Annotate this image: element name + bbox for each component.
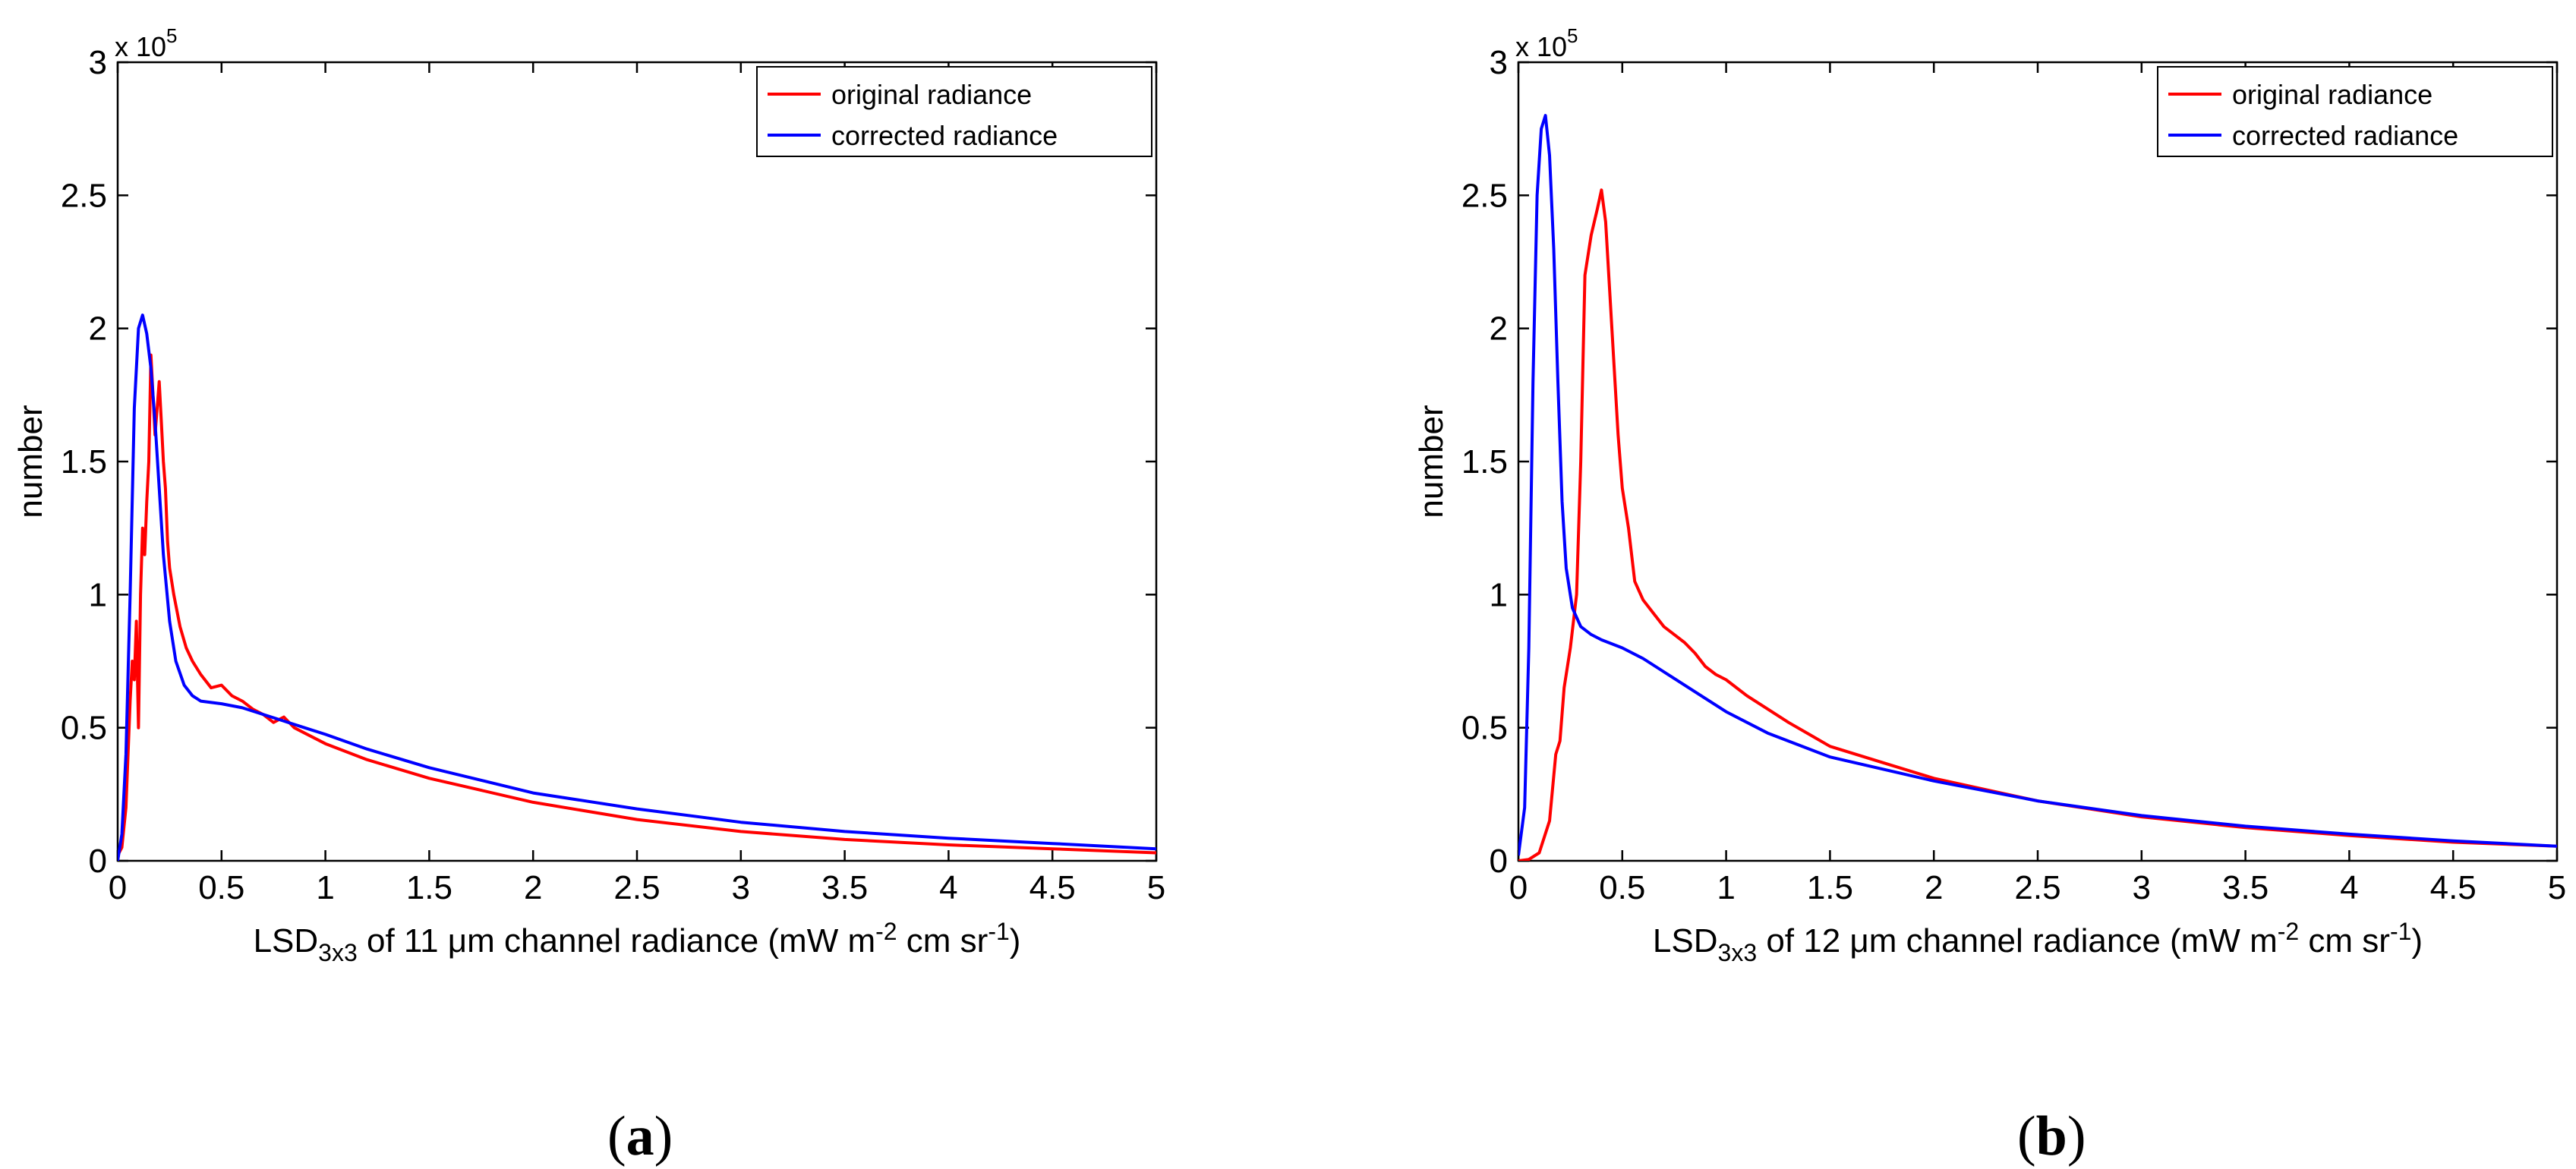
plot-frame (116, 61, 1158, 862)
x-label-part: LSD (1653, 922, 1718, 959)
x-tick-label: 2 (524, 869, 542, 906)
x-label-part: cm sr (897, 922, 988, 959)
x-tick-label: 2 (1925, 869, 1943, 906)
x-label-superscript: -2 (2278, 918, 2299, 945)
x-tick-label: 1 (316, 869, 334, 906)
x-tick-label: 5 (1147, 869, 1165, 906)
x-label-superscript: -1 (2390, 918, 2411, 945)
y-exponent-power: 5 (1567, 24, 1578, 47)
y-tick-label: 0 (1490, 843, 1508, 880)
legend-box (2157, 66, 2553, 157)
y-tick-label: 1.5 (1461, 443, 1508, 481)
x-label-part: of 11 (358, 922, 448, 959)
panel-a-caption: (a) (607, 1105, 673, 1167)
x-label-part: ) (1010, 922, 1021, 959)
y-axis-label: number (12, 405, 49, 518)
series-line-corrected-radiance (1518, 114, 2557, 856)
y-tick-label: 0.5 (1461, 710, 1508, 747)
y-tick-label: 2.5 (1461, 177, 1508, 214)
x-tick-label: 3.5 (2222, 869, 2269, 906)
y-exponent-label: x 105 (115, 24, 178, 62)
x-tick-label: 3 (2133, 869, 2151, 906)
y-exponent-power: 5 (166, 24, 177, 47)
panel-b-caption: (b) (2017, 1105, 2086, 1167)
x-tick-label: 4 (939, 869, 957, 906)
x-tick-label: 1.5 (406, 869, 452, 906)
y-tick-label: 0 (89, 843, 107, 880)
y-tick-label: 0.5 (61, 710, 107, 747)
y-tick-label: 2 (89, 310, 107, 348)
x-label-mu: μ (448, 922, 467, 959)
x-tick-label: 3.5 (821, 869, 868, 906)
panel-b-caption-letter: b (2035, 1105, 2067, 1167)
x-tick-label: 1 (1717, 869, 1735, 906)
y-exponent-base: x 10 (1515, 31, 1567, 62)
x-tick-label: 2.5 (613, 869, 660, 906)
y-tick-label: 3 (1490, 44, 1508, 81)
x-axis-label: LSD3x3 of 12 μm channel radiance (mW m-2… (1653, 918, 2423, 966)
x-label-part: m channel radiance (mW m (467, 922, 875, 959)
chart-panel-b: 0 0.5 1 1.5 2 2.5 3 3.5 4 4.5 5 0 0.5 1 1.5 2 2.5 3 x 105 n… (1401, 0, 2576, 1167)
chart-panel-a: 0 0.5 1 1.5 2 2.5 3 3.5 4 4.5 5 0 0.5 1 1.5 2 2.5 3 x 105 n… (0, 0, 1291, 1167)
y-exponent-label: x 105 (1515, 24, 1578, 62)
x-tick-label: 0 (1509, 869, 1528, 906)
legend-box (756, 66, 1152, 157)
x-label-part: cm sr (2299, 922, 2390, 959)
y-tick-label: 1 (1490, 576, 1508, 613)
x-tick-label: 2.5 (2014, 869, 2060, 906)
y-exponent-base: x 10 (115, 31, 166, 62)
x-label-superscript: -2 (875, 918, 897, 945)
x-tick-label: 0.5 (198, 869, 244, 906)
x-tick-label: 0 (109, 869, 127, 906)
x-label-superscript: -1 (988, 918, 1009, 945)
plot-frame (1517, 61, 2559, 862)
y-tick-label: 1 (89, 576, 107, 613)
legend-entry: corrected radiance (2232, 120, 2458, 151)
panel-a-caption-letter: a (626, 1105, 654, 1167)
legend-entry: original radiance (831, 79, 1032, 110)
series-line-original-radiance (118, 353, 1156, 856)
x-label-subscript: 3x3 (318, 939, 358, 966)
legend-entry: corrected radiance (831, 120, 1058, 151)
series-line-original-radiance (1518, 188, 2557, 861)
x-tick-label: 1.5 (1807, 869, 1853, 906)
x-tick-label: 4.5 (2430, 869, 2477, 906)
y-tick-label: 2.5 (61, 177, 107, 214)
x-label-part: m channel radiance (mW m (1869, 922, 2278, 959)
chart-a-svg: 0 0.5 1 1.5 2 2.5 3 3.5 4 4.5 500.511.522.53 x 105n… (12, 24, 1165, 966)
x-tick-label: 3 (732, 869, 750, 906)
chart-b-svg: 0 0.5 1 1.5 2 2.5 3 3.5 4 4.5 500.511.522.53 x 105n… (1413, 24, 2566, 966)
x-label-mu: μ (1849, 922, 1868, 959)
x-label-part: ) (2411, 922, 2423, 959)
y-tick-label: 2 (1490, 310, 1508, 348)
x-label-part: LSD (254, 922, 319, 959)
x-axis-label: LSD3x3 of 11 μm channel radiance (mW m-2… (254, 918, 1021, 966)
x-label-part: of 12 (1757, 922, 1849, 959)
x-tick-label: 4 (2340, 869, 2358, 906)
x-tick-label: 5 (2548, 869, 2566, 906)
x-tick-label: 4.5 (1029, 869, 1076, 906)
series-line-corrected-radiance (118, 314, 1156, 861)
x-label-subscript: 3x3 (1718, 939, 1758, 966)
y-axis-label: number (1413, 405, 1450, 518)
legend-entry: original radiance (2232, 79, 2433, 110)
y-tick-label: 3 (89, 44, 107, 81)
x-tick-label: 0.5 (1599, 869, 1645, 906)
y-tick-label: 1.5 (61, 443, 107, 481)
